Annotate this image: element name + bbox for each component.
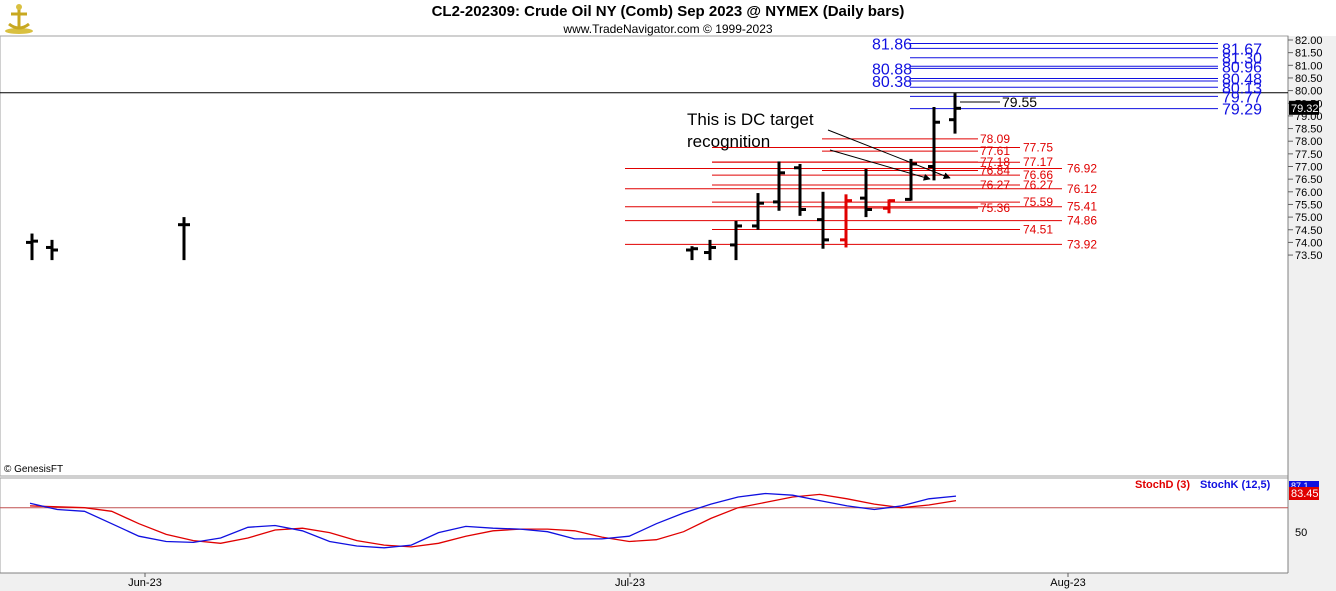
- genesis-logo: [2, 2, 36, 36]
- ohlc-bar: [817, 191, 829, 249]
- blue-level-label: 80.48: [1222, 71, 1262, 88]
- blue-level-label: 79.29: [1222, 102, 1262, 119]
- watermark: © GenesisFT: [4, 464, 63, 475]
- stochk-value-box: [1289, 481, 1319, 489]
- ohlc-bar: [773, 161, 785, 211]
- ohlc-bar: [686, 246, 698, 261]
- red-level-label: 77.61: [980, 144, 1010, 158]
- red-level-label: 76.66: [1023, 168, 1053, 182]
- annotation-line-2: recognition: [687, 132, 770, 151]
- ohlc-bar: [704, 239, 716, 261]
- chart-subtitle: www.TradeNavigator.com © 1999-2023: [563, 22, 773, 36]
- ohlc-bar: [949, 93, 961, 134]
- ohlc-bar: [840, 194, 852, 248]
- ohlc-bar: [883, 199, 895, 214]
- y-tick-label: 80.00: [1295, 86, 1323, 98]
- red-level-label: 76.84: [980, 164, 1010, 178]
- ohlc-bar: [730, 220, 742, 261]
- blue-level-label: 80.38: [872, 74, 912, 91]
- ohlc-bar: [752, 193, 764, 230]
- y-tick-label: 80.50: [1295, 73, 1323, 85]
- y-tick-label: 81.00: [1295, 60, 1323, 72]
- stoch-panel-frame: [0, 477, 1289, 574]
- last-price-label: 79.32: [1291, 103, 1319, 115]
- red-level-label: 75.36: [980, 201, 1010, 215]
- price-panel-frame: [0, 35, 1289, 477]
- ohlc-bar: [794, 163, 806, 216]
- red-level-label: 75.59: [1023, 195, 1053, 209]
- blue-level-label: 81.86: [872, 37, 912, 54]
- annotation-arrow-1: [827, 129, 951, 179]
- blue-level-label: 81.30: [1222, 51, 1262, 68]
- y-tick-label: 78.00: [1295, 136, 1323, 148]
- ohlc-bar: [928, 107, 940, 181]
- y-tick-label: 75.50: [1295, 199, 1323, 211]
- blue-level-label: 81.67: [1222, 41, 1262, 58]
- blue-level-label: 80.88: [872, 61, 912, 78]
- red-level-label: 77.17: [1023, 155, 1053, 169]
- blue-level-label: 80.96: [1222, 59, 1262, 76]
- stochk-line: [29, 492, 957, 549]
- stoch-y-tick-label: 50: [1295, 527, 1307, 539]
- y-tick-label: 75.00: [1295, 212, 1323, 224]
- stochd-line: [29, 493, 957, 548]
- x-tick-label: Jul-23: [615, 577, 645, 589]
- y-tick-label: 82.00: [1295, 35, 1323, 47]
- stochd-legend: StochD (3): [1135, 479, 1190, 491]
- blue-level-label: 79.77: [1222, 89, 1262, 106]
- y-tick-label: 77.50: [1295, 149, 1323, 161]
- annotation-arrow-2: [829, 149, 931, 181]
- red-level-label: 75.41: [1067, 200, 1097, 214]
- x-tick-label: Aug-23: [1050, 577, 1085, 589]
- stochd-value-box: [1289, 487, 1319, 500]
- red-level-label: 76.12: [1067, 182, 1097, 196]
- x-axis-area: [0, 573, 1336, 591]
- y-tick-label: 74.50: [1295, 225, 1323, 237]
- stochk-legend: StochK (12,5): [1200, 479, 1271, 491]
- red-level-label: 74.51: [1023, 222, 1053, 236]
- y-tick-label: 76.00: [1295, 187, 1323, 199]
- red-level-label: 74.86: [1067, 214, 1097, 228]
- x-tick-label: Jun-23: [128, 577, 162, 589]
- red-level-label: 78.09: [980, 132, 1010, 146]
- y-tick-label: 78.50: [1295, 124, 1323, 136]
- y-tick-label: 76.50: [1295, 174, 1323, 186]
- y-tick-label: 74.00: [1295, 237, 1323, 249]
- level-79-55-label: 79.55: [1002, 94, 1037, 110]
- ohlc-bar: [46, 239, 58, 261]
- last-price-box: [1289, 100, 1319, 115]
- red-level-label: 73.92: [1067, 237, 1097, 251]
- red-level-label: 76.92: [1067, 162, 1097, 176]
- stochd-value-label: 83.45: [1291, 488, 1319, 500]
- red-level-label: 76.27: [1023, 178, 1053, 192]
- y-tick-label: 77.00: [1295, 162, 1323, 174]
- annotation-line-1: This is DC target: [687, 110, 814, 129]
- ohlc-bar: [26, 233, 38, 261]
- blue-level-label: 80.13: [1222, 80, 1262, 97]
- ohlc-bar: [178, 217, 190, 261]
- chart-title: CL2-202309: Crude Oil NY (Comb) Sep 2023…: [431, 3, 905, 20]
- y-tick-label: 73.50: [1295, 250, 1323, 262]
- stochk-value-label: 87.1: [1291, 481, 1309, 491]
- y-tick-label: 81.50: [1295, 48, 1323, 60]
- ohlc-bar: [860, 169, 872, 218]
- red-level-label: 77.75: [1023, 141, 1053, 155]
